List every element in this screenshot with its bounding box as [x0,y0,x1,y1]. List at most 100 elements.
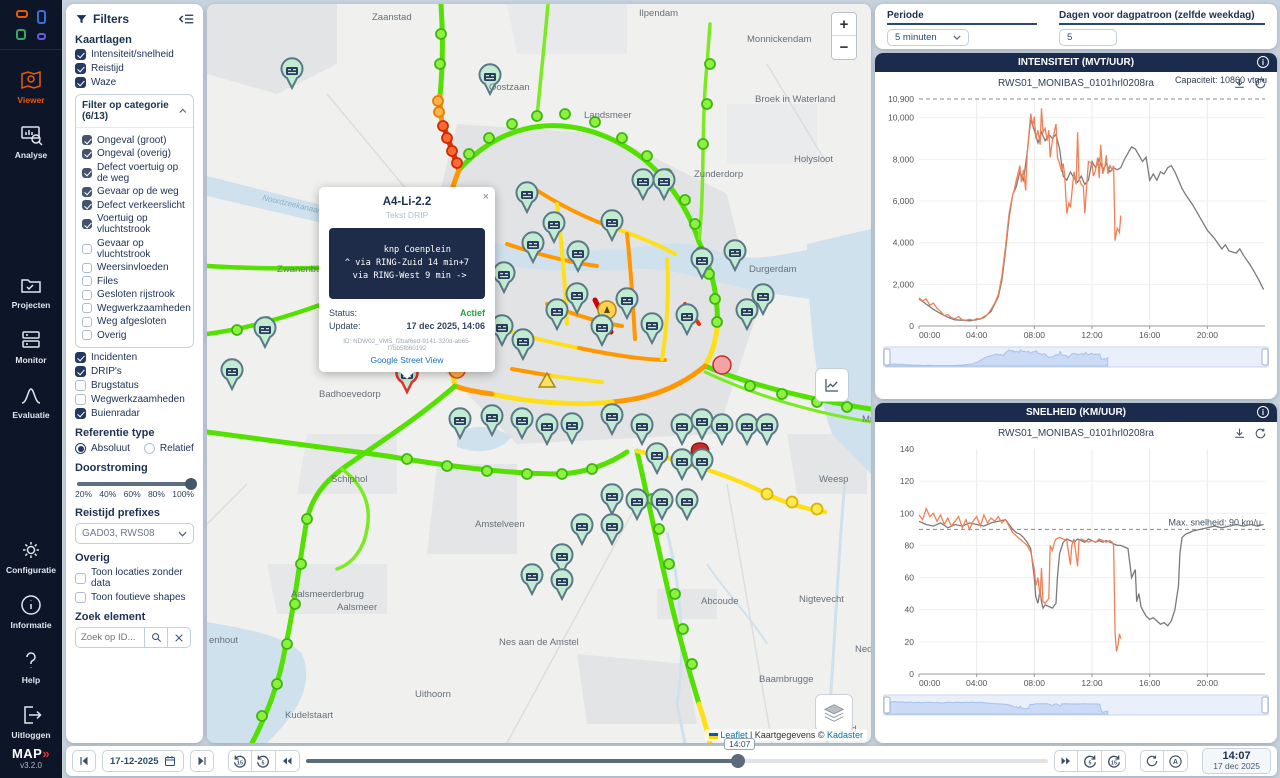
google-street-view-link[interactable]: Google Street View [370,354,444,365]
sidebar-item-monitor[interactable]: Monitor [15,328,47,365]
checkbox-buienradar[interactable]: Buienradar [75,408,194,419]
drip-marker[interactable] [550,568,574,602]
checkbox-ongeval-overig-[interactable]: Ongeval (overig) [82,148,187,159]
drip-marker[interactable] [600,483,624,517]
checkbox-gevaar-op-de-weg[interactable]: Gevaar op de weg [82,186,187,197]
drip-marker[interactable] [670,448,694,482]
checkbox-reistijd[interactable]: Reistijd [75,63,194,74]
checkbox-incidenten[interactable]: Incidenten [75,352,194,363]
info-icon[interactable]: i [1257,406,1269,418]
checkbox-toon-foutieve-shapes[interactable]: Toon foutieve shapes [75,592,194,603]
drip-marker[interactable] [630,413,654,447]
drip-marker[interactable] [690,247,714,281]
doorstroming-slider-handle[interactable] [185,478,197,490]
drip-marker[interactable] [511,328,535,362]
kadaster-link[interactable]: Kadaster [826,730,863,740]
checkbox-overig[interactable]: Overig [82,330,187,341]
drip-marker[interactable] [600,513,624,547]
download-icon[interactable] [1233,77,1246,90]
checkbox-ongeval-groot-[interactable]: Ongeval (groot) [82,135,187,146]
checkbox-weg-afgesloten[interactable]: Weg afgesloten [82,316,187,327]
drip-marker[interactable] [520,563,544,597]
drip-marker[interactable] [560,412,584,446]
drip-marker[interactable] [755,413,779,447]
sidebar-item-help[interactable]: Help [19,648,43,685]
periode-select[interactable]: 5 minuten [887,29,969,46]
drip-marker[interactable] [570,513,594,547]
checkbox-wegwerkzaamheden[interactable]: Wegwerkzaamheden [75,394,194,405]
refresh-data-button[interactable] [1140,750,1165,772]
drip-marker[interactable] [521,231,545,265]
checkbox-intensiteit-snelheid[interactable]: Intensiteit/snelheid [75,49,194,60]
fast-forward-button[interactable] [1054,750,1079,772]
search-id-input[interactable] [75,627,145,648]
drip-marker[interactable] [565,282,589,316]
reistijd-prefixes-select[interactable]: GAD03, RWS08 [75,523,194,544]
checkbox-waze[interactable]: Waze [75,77,194,88]
intensity-chart-brush[interactable] [882,345,1270,369]
skip-back-5-button[interactable]: 5 [251,750,276,772]
next-day-button[interactable] [189,750,214,772]
drip-marker[interactable] [710,413,734,447]
drip-marker[interactable] [550,543,574,577]
drip-marker[interactable] [600,209,624,243]
checkbox-gesloten-rijstrook[interactable]: Gesloten rijstrook [82,289,187,300]
zoom-out-button[interactable]: − [839,39,849,56]
time-slider-handle[interactable] [731,754,746,768]
sidebar-item-informatie[interactable]: Informatie [10,593,52,630]
dagen-input[interactable]: 5 [1059,29,1117,46]
sidebar-item-configuratie[interactable]: Configuratie [6,538,56,575]
radio-relatief[interactable]: Relatief [143,443,194,454]
drip-marker[interactable] [253,316,277,350]
drip-marker[interactable] [220,358,244,392]
checkbox-files[interactable]: Files [82,276,187,287]
sidebar-item-projecten[interactable]: Projecten [12,273,50,310]
rewind-button[interactable] [275,750,300,772]
clear-search-button[interactable] [168,627,191,648]
drip-marker[interactable] [280,57,304,91]
checkbox-drip-s[interactable]: DRIP's [75,366,194,377]
drip-marker[interactable] [510,407,534,441]
traffic-map[interactable]: Noordzeekanaal Zaanstad Ilpendam Monnickend… [207,4,871,743]
drip-marker[interactable] [542,211,566,245]
drip-marker[interactable] [600,403,624,437]
drip-marker[interactable] [723,239,747,273]
drip-marker[interactable] [515,181,539,215]
checkbox-defect-voertuig-op-de-weg[interactable]: Defect voertuig op de weg [82,162,187,184]
drip-marker[interactable] [590,314,614,348]
map-layers-button[interactable] [815,694,853,732]
drip-marker[interactable] [478,63,502,97]
drip-marker[interactable] [545,298,569,332]
sidebar-item-analyse[interactable]: Analyse [15,123,47,160]
drip-marker[interactable] [448,407,472,441]
popup-close-icon[interactable]: × [482,191,489,203]
drip-marker[interactable] [751,283,775,317]
drip-marker[interactable] [631,168,655,202]
speed-chart-plot[interactable]: Max. snelheid: 90 km/u 00:00 04:00 08:00 12:… [879,441,1273,691]
drip-marker[interactable] [625,488,649,522]
drip-marker[interactable] [735,413,759,447]
sidebar-item-viewer[interactable]: Viewer [17,68,45,105]
auto-update-button[interactable]: A [1164,750,1189,772]
open-charts-button[interactable] [815,368,849,402]
date-picker[interactable]: 17-12-2025 [102,750,184,772]
intensity-chart-plot[interactable]: 00:00 04:00 08:00 12:00 16:00 20:00 0 2,000 4,00… [879,91,1273,343]
refresh-icon[interactable] [1254,77,1267,90]
checkbox-toon-locaties-zonder-data[interactable]: Toon locaties zonder data [75,567,194,589]
previous-day-button[interactable] [72,750,96,772]
skip-back-15-button[interactable]: 15 [227,750,252,772]
drip-marker[interactable] [735,298,759,332]
sidebar-item-uitloggen[interactable]: Uitloggen [11,703,51,740]
skip-forward-15-button[interactable]: 15 [1102,750,1127,772]
search-button[interactable] [145,627,168,648]
time-slider[interactable] [305,750,1049,772]
drip-marker[interactable] [640,312,664,346]
checkbox-brugstatus[interactable]: Brugstatus [75,380,194,391]
refresh-icon[interactable] [1254,427,1267,440]
drip-marker[interactable] [652,168,676,202]
drip-marker[interactable] [675,303,699,337]
info-icon[interactable]: i [1257,56,1269,68]
drip-marker[interactable] [645,442,669,476]
drip-marker[interactable] [615,287,639,321]
drip-marker[interactable] [690,448,714,482]
